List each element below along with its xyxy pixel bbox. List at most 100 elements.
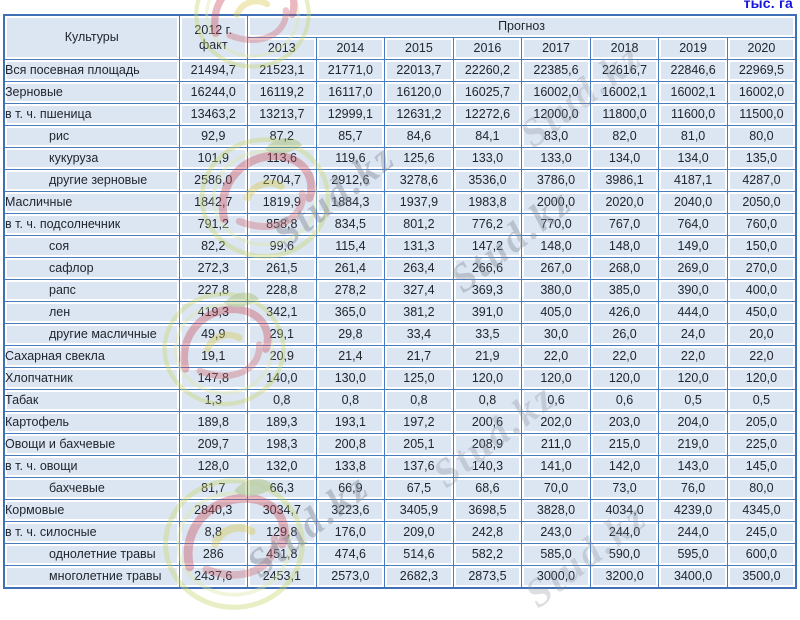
value-cell: 1842,7 xyxy=(178,191,249,214)
value-cell: 67,5 xyxy=(384,477,454,500)
value-cell: 148,0 xyxy=(521,235,591,258)
value-cell: 137,6 xyxy=(384,455,454,478)
value-cell: 858,8 xyxy=(247,213,317,236)
value-cell: 21,4 xyxy=(315,345,386,368)
value-cell: 278,2 xyxy=(315,279,386,302)
value-cell: 3400,0 xyxy=(658,565,728,589)
value-cell: 22616,7 xyxy=(589,59,660,82)
row-label: рис xyxy=(3,125,180,148)
table-row: кукуруза 101,9 113,6 119,6 125,6 133,0 133,0 13… xyxy=(3,147,797,170)
value-cell: 227,8 xyxy=(178,279,249,302)
value-cell: 4034,0 xyxy=(589,499,660,522)
value-cell: 3278,6 xyxy=(384,169,454,192)
value-cell: 1884,3 xyxy=(315,191,386,214)
table-row: другие масличные 49,9 29,1 29,8 33,4 33,5 30,0… xyxy=(3,323,797,346)
value-cell: 26,0 xyxy=(589,323,660,346)
value-cell: 197,2 xyxy=(384,411,454,434)
value-cell: 261,5 xyxy=(247,257,317,280)
value-cell: 1937,9 xyxy=(384,191,454,214)
value-cell: 3536,0 xyxy=(452,169,523,192)
value-cell: 205,1 xyxy=(384,433,454,456)
value-cell: 147,8 xyxy=(178,367,249,390)
value-cell: 203,0 xyxy=(589,411,660,434)
row-label: другие масличные xyxy=(3,323,180,346)
header-2012-line2: факт xyxy=(198,37,228,52)
table-row: Овощи и бахчевые 209,7 198,3 200,8 205,1 208,… xyxy=(3,433,797,456)
value-cell: 148,0 xyxy=(589,235,660,258)
value-cell: 189,3 xyxy=(247,411,317,434)
value-cell: 193,1 xyxy=(315,411,386,434)
value-cell: 113,6 xyxy=(247,147,317,170)
value-cell: 3034,7 xyxy=(247,499,317,522)
value-cell: 12272,6 xyxy=(452,103,523,126)
value-cell: 82,2 xyxy=(178,235,249,258)
table-row: Хлопчатник 147,8 140,0 130,0 125,0 120,0 120,0… xyxy=(3,367,797,390)
value-cell: 3405,9 xyxy=(384,499,454,522)
value-cell: 2020,0 xyxy=(589,191,660,214)
value-cell: 22,0 xyxy=(658,345,728,368)
header-forecast-group: Прогноз xyxy=(247,14,797,38)
value-cell: 514,6 xyxy=(384,543,454,566)
value-cell: 2437,6 xyxy=(178,565,249,589)
value-cell: 76,0 xyxy=(658,477,728,500)
value-cell: 12631,2 xyxy=(384,103,454,126)
value-cell: 585,0 xyxy=(521,543,591,566)
value-cell: 101,9 xyxy=(178,147,249,170)
header-year: 2020 xyxy=(726,37,797,60)
header-year: 2019 xyxy=(658,37,728,60)
table-row: Вся посевная площадь 21494,7 21523,1 21771,… xyxy=(3,59,797,82)
value-cell: 2912,6 xyxy=(315,169,386,192)
value-cell: 2586,0 xyxy=(178,169,249,192)
value-cell: 244,0 xyxy=(658,521,728,544)
value-cell: 380,0 xyxy=(521,279,591,302)
value-cell: 776,2 xyxy=(452,213,523,236)
value-cell: 209,0 xyxy=(384,521,454,544)
value-cell: 125,6 xyxy=(384,147,454,170)
value-cell: 21,7 xyxy=(384,345,454,368)
value-cell: 132,0 xyxy=(247,455,317,478)
table-row: в т. ч. овощи 128,0 132,0 133,8 137,6 140,3 14… xyxy=(3,455,797,478)
value-cell: 120,0 xyxy=(452,367,523,390)
value-cell: 49,9 xyxy=(178,323,249,346)
value-cell: 4287,0 xyxy=(726,169,797,192)
value-cell: 145,0 xyxy=(726,455,797,478)
value-cell: 81,7 xyxy=(178,477,249,500)
page: { "unit_label": "тыс. га", "watermark": … xyxy=(3,0,797,617)
value-cell: 8,8 xyxy=(178,521,249,544)
value-cell: 140,0 xyxy=(247,367,317,390)
value-cell: 13463,2 xyxy=(178,103,249,126)
value-cell: 115,4 xyxy=(315,235,386,258)
value-cell: 135,0 xyxy=(726,147,797,170)
value-cell: 11800,0 xyxy=(589,103,660,126)
value-cell: 99,6 xyxy=(247,235,317,258)
table-row: Зерновые 16244,0 16119,2 16117,0 16120,0 1602… xyxy=(3,81,797,104)
value-cell: 120,0 xyxy=(658,367,728,390)
value-cell: 225,0 xyxy=(726,433,797,456)
value-cell: 81,0 xyxy=(658,125,728,148)
value-cell: 70,0 xyxy=(521,477,591,500)
row-label: другие зерновые xyxy=(3,169,180,192)
row-label: Табак xyxy=(3,389,180,412)
value-cell: 266,6 xyxy=(452,257,523,280)
table-row: в т. ч. подсолнечник 791,2 858,8 834,5 801,2… xyxy=(3,213,797,236)
value-cell: 286 xyxy=(178,543,249,566)
value-cell: 208,9 xyxy=(452,433,523,456)
value-cell: 242,8 xyxy=(452,521,523,544)
table-row: бахчевые 81,7 66,3 66,9 67,5 68,6 70,0 73,0 76,0… xyxy=(3,477,797,500)
value-cell: 82,0 xyxy=(589,125,660,148)
value-cell: 0,8 xyxy=(384,389,454,412)
table-body: Вся посевная площадь 21494,7 21523,1 21771,… xyxy=(3,59,797,589)
value-cell: 198,3 xyxy=(247,433,317,456)
value-cell: 129,8 xyxy=(247,521,317,544)
row-label: в т. ч. подсолнечник xyxy=(3,213,180,236)
table-row: Табак 1,3 0,8 0,8 0,8 0,8 0,6 0,6 0,5 0,5 xyxy=(3,389,797,412)
value-cell: 0,6 xyxy=(521,389,591,412)
row-label: Овощи и бахчевые xyxy=(3,433,180,456)
value-cell: 142,0 xyxy=(589,455,660,478)
value-cell: 369,3 xyxy=(452,279,523,302)
value-cell: 342,1 xyxy=(247,301,317,324)
value-cell: 22969,5 xyxy=(726,59,797,82)
value-cell: 16002,1 xyxy=(658,81,728,104)
value-cell: 22,0 xyxy=(589,345,660,368)
value-cell: 92,9 xyxy=(178,125,249,148)
